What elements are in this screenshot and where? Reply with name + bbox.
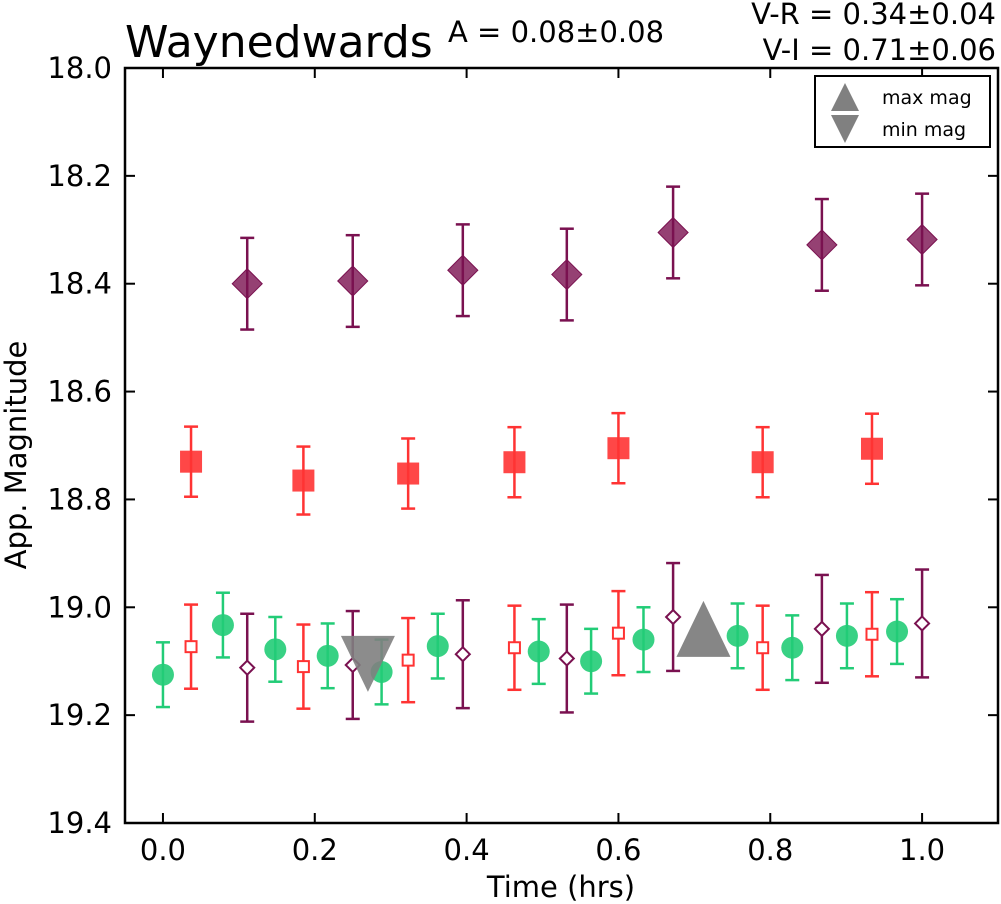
data-point-diamond xyxy=(906,223,938,256)
data-point-square-open xyxy=(401,653,415,667)
series-1-square-filled xyxy=(180,411,883,516)
data-point-diamond-open xyxy=(454,645,472,663)
data-point-square-open xyxy=(865,627,879,641)
data-point-square-open xyxy=(507,641,521,655)
y-tick-label: 18.0 xyxy=(47,51,112,85)
legend-triangle-down-icon xyxy=(831,115,859,143)
legend: max mag min mag xyxy=(814,75,991,148)
data-point-circle xyxy=(726,624,749,647)
x-tick-label: 0.0 xyxy=(140,833,186,867)
y-tick-label: 19.4 xyxy=(47,806,112,840)
extrema-markers xyxy=(340,600,731,692)
data-point-square xyxy=(397,462,420,485)
data-point-square xyxy=(751,451,774,474)
y-tick-label: 18.2 xyxy=(47,159,112,193)
data-point-circle xyxy=(527,640,550,663)
y-tick-label: 18.4 xyxy=(47,267,112,301)
y-tick-label: 19.0 xyxy=(47,590,112,624)
x-tick-label: 0.2 xyxy=(292,833,338,867)
data-point-circle xyxy=(426,635,449,658)
data-point-square xyxy=(292,469,315,492)
series-4-diamond-open xyxy=(238,561,931,723)
data-point-diamond xyxy=(337,265,369,297)
chart-title: Waynedwards xyxy=(125,17,433,68)
x-tick-label: 0.4 xyxy=(444,833,490,867)
min-mag-marker xyxy=(340,635,395,692)
data-point-square-open xyxy=(611,626,625,640)
max-mag-marker xyxy=(676,600,731,657)
data-point-diamond-open xyxy=(558,650,576,667)
x-axis-label: Time (hrs) xyxy=(486,870,635,904)
data-point-square xyxy=(503,451,526,474)
data-point-diamond-open xyxy=(913,615,931,632)
y-axis-label: App. Magnitude xyxy=(0,341,33,570)
series-0-diamond-filled xyxy=(231,185,938,331)
amplitude-annotation: A = 0.08±0.08 xyxy=(448,15,664,49)
y-tick-label: 18.6 xyxy=(47,375,112,409)
x-tick-label: 1.0 xyxy=(899,833,945,867)
data-point-circle xyxy=(835,624,858,647)
data-point-circle xyxy=(264,638,287,661)
y-tick-label: 18.8 xyxy=(47,482,112,516)
data-point-square-open xyxy=(184,640,198,654)
data-point-square xyxy=(860,437,883,460)
data-point-square xyxy=(607,437,630,460)
legend-label-min: min mag xyxy=(882,119,966,141)
data-point-diamond-open xyxy=(813,620,831,638)
series-3-square-open xyxy=(184,589,879,710)
x-tick-label: 0.6 xyxy=(595,833,641,867)
data-point-diamond xyxy=(657,216,689,249)
data-point-circle xyxy=(886,620,909,643)
data-point-diamond-open xyxy=(664,608,682,626)
data-point-square-open xyxy=(296,660,310,674)
y-tick-label: 19.2 xyxy=(47,698,112,732)
v-r-annotation: V-R = 0.34±0.04 xyxy=(751,0,996,31)
axis-ticks: 0.0 0.2 0.4 0.6 0.8 1.0 18.0 18.2 18.4 18.6 18.8 19… xyxy=(47,51,998,867)
plot-frame xyxy=(123,66,1000,825)
series-2-circle-filled xyxy=(151,591,909,709)
data-point-circle xyxy=(580,650,603,673)
data-series xyxy=(151,185,938,723)
data-point-circle xyxy=(151,663,174,686)
data-point-circle xyxy=(781,636,804,659)
legend-triangle-up-icon xyxy=(831,83,859,111)
legend-label-max: max mag xyxy=(882,87,972,109)
data-point-diamond xyxy=(806,229,838,261)
data-point-circle xyxy=(632,628,655,651)
data-point-circle xyxy=(316,644,339,667)
data-point-diamond xyxy=(231,268,263,300)
data-point-square-open xyxy=(756,641,770,655)
data-point-diamond xyxy=(551,258,583,291)
data-point-square xyxy=(180,450,203,473)
data-point-diamond xyxy=(447,254,479,286)
v-i-annotation: V-I = 0.71±0.06 xyxy=(763,33,996,67)
x-tick-label: 0.8 xyxy=(747,833,793,867)
data-point-circle xyxy=(211,614,234,637)
data-point-diamond-open xyxy=(238,659,256,677)
